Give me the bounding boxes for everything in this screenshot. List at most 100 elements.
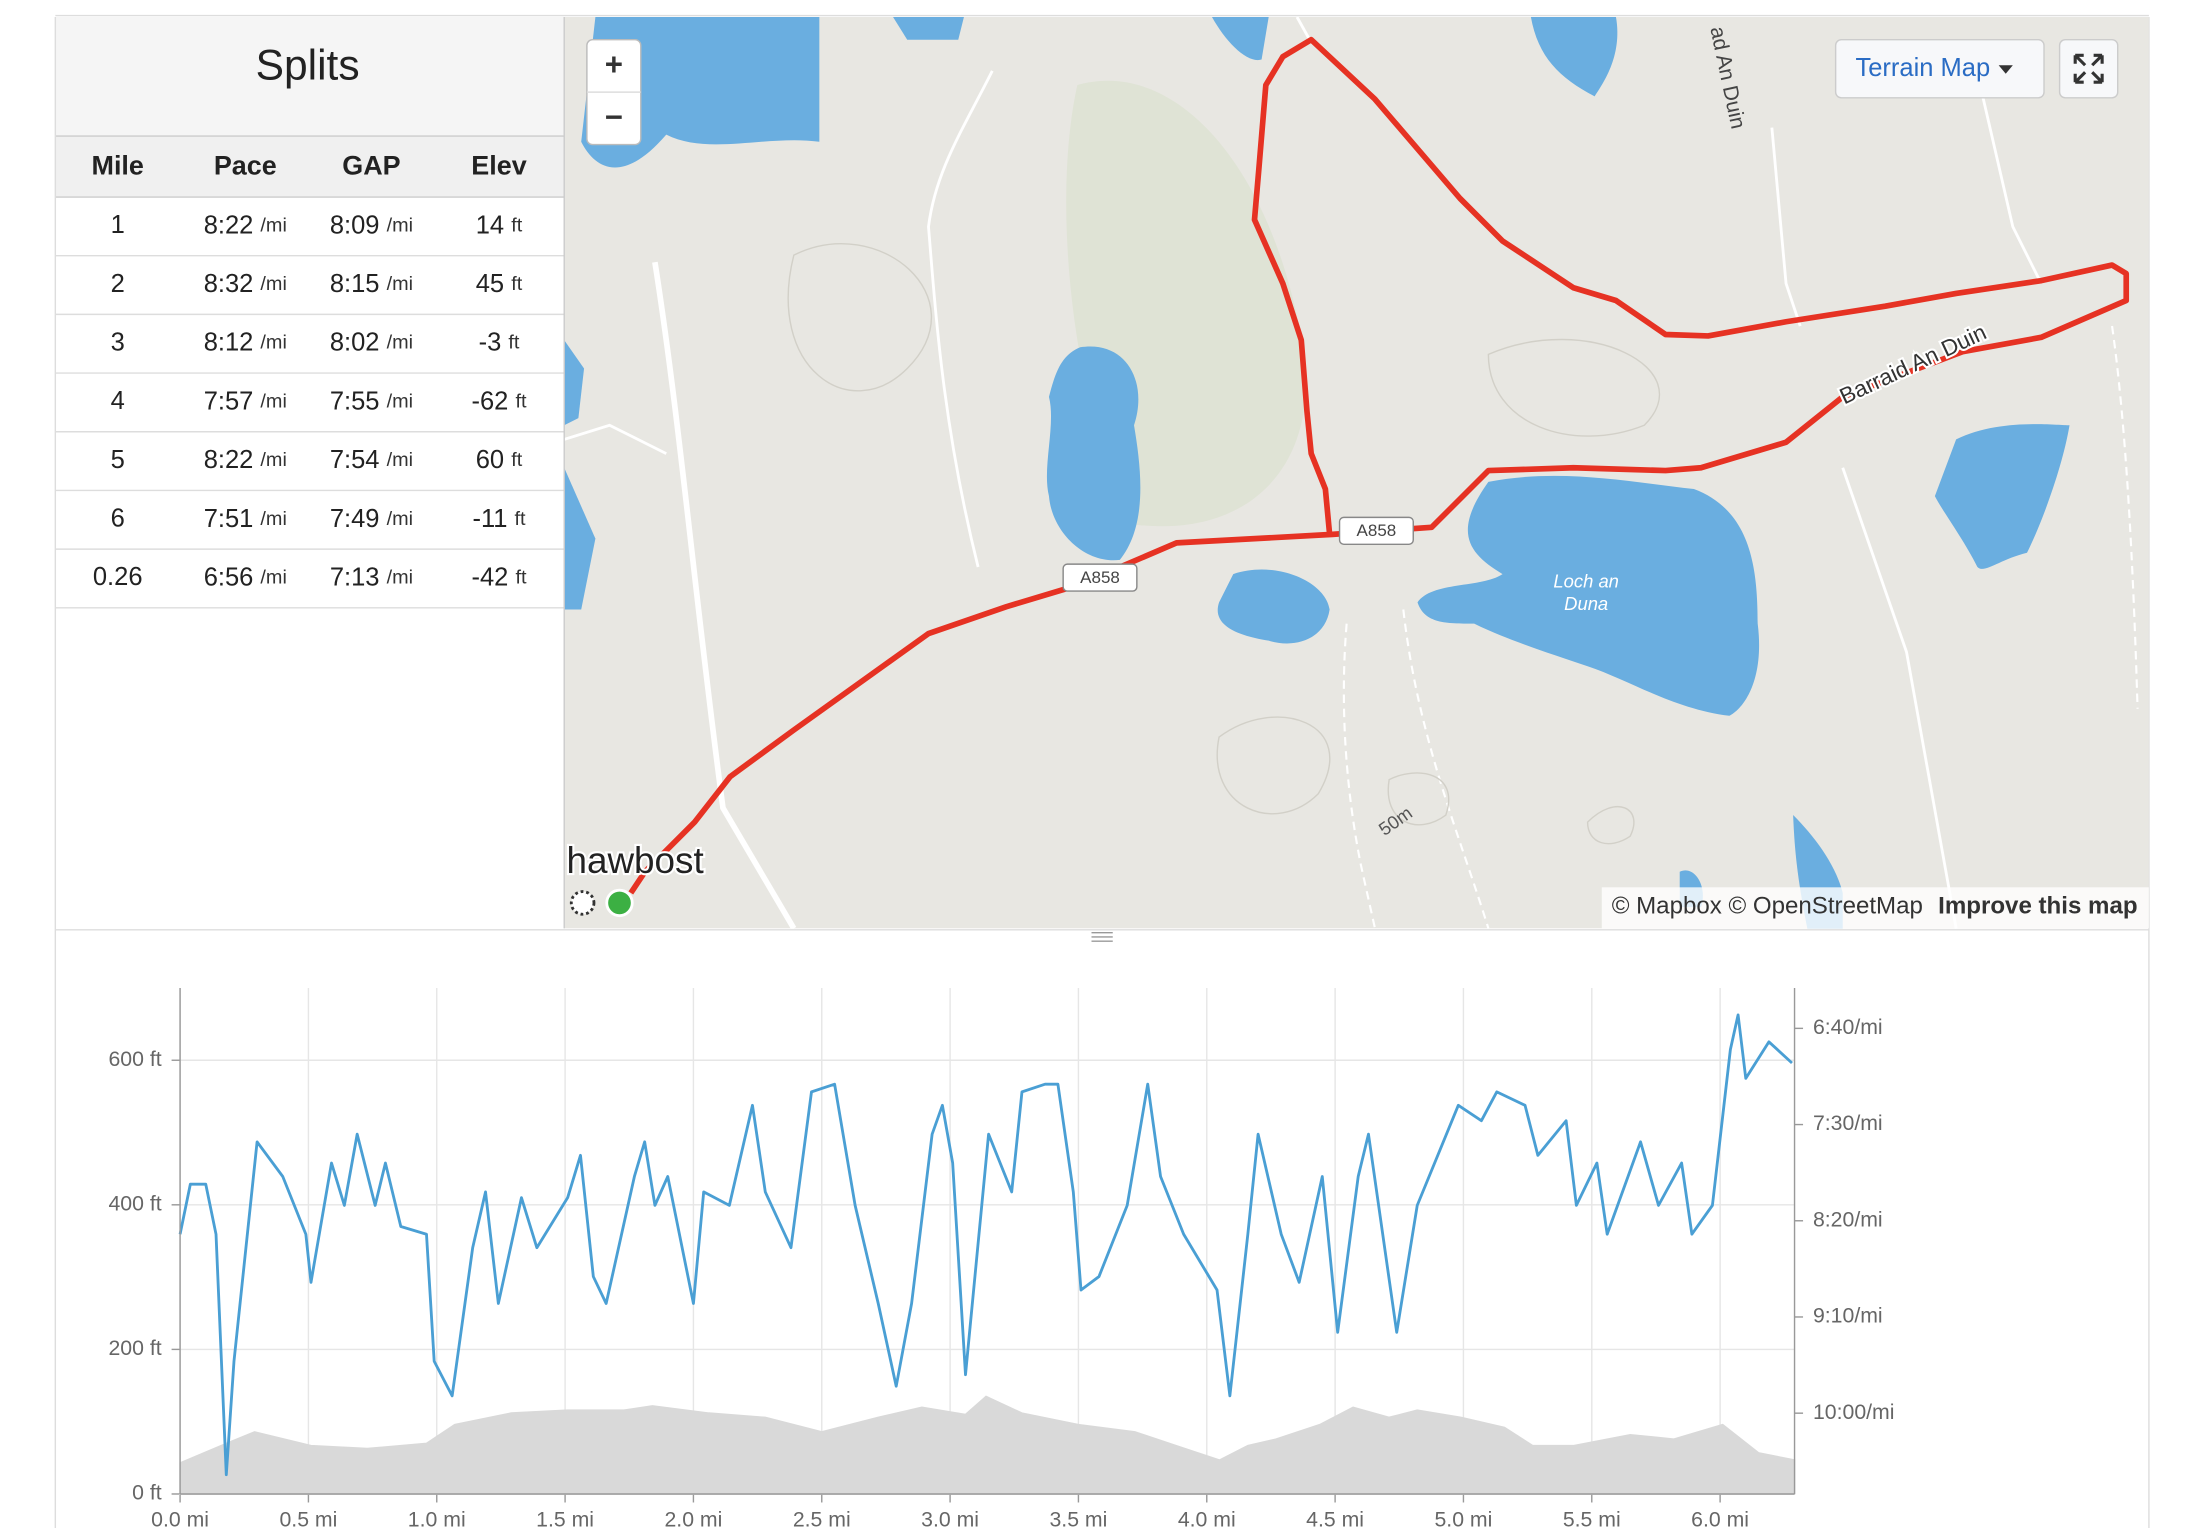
finish-marker — [569, 890, 596, 916]
x-tick-label: 5.5 mi — [1563, 1508, 1621, 1528]
elevation-pace-chart: 0.0 mi 0.5 mi 1.0 mi 1.5 mi 2.0 mi 2.5 mi 3.0 … — [108, 987, 1895, 1528]
fullscreen-button[interactable] — [2058, 38, 2119, 99]
cell-value: 8:15 — [330, 270, 380, 298]
cell-value: 7:51 — [204, 505, 254, 533]
cell-value: 14 — [476, 211, 504, 239]
zoom-in-button[interactable]: + − — [586, 38, 642, 146]
button-label[interactable]: Terrain Map — [1855, 54, 1990, 82]
column-header: Elev — [471, 150, 526, 180]
split-cell: 8:09/mi — [330, 211, 413, 239]
roads — [564, 17, 2043, 929]
route-shield — [1338, 516, 1414, 546]
split-cell: -42 ft — [472, 563, 527, 591]
cell-value: 7:57 — [204, 387, 254, 415]
splits-header-bg — [55, 17, 565, 137]
elevation-area — [179, 1395, 1796, 1495]
map-background — [564, 17, 2149, 929]
split-cell: 7:51/mi — [204, 505, 287, 533]
x-tick-label: 3.0 mi — [921, 1508, 979, 1528]
cell-unit: /mi — [387, 332, 413, 354]
map[interactable]: Barraid An Duin ad An Duin A858 A858 Loc… — [564, 17, 2149, 929]
column-header-bg — [55, 136, 565, 198]
cell-value: -11 — [472, 505, 507, 533]
cell-value: 7:49 — [330, 505, 380, 533]
cell-value: 7:13 — [330, 563, 380, 591]
mile-cell: 1 — [111, 211, 125, 239]
splits-title: Splits — [256, 42, 360, 89]
x-tick-label: 6.0 mi — [1691, 1508, 1749, 1528]
cell-unit: /mi — [387, 391, 413, 413]
y2-tick-label: 9:10/mi — [1813, 1304, 1883, 1328]
y2-tick-label: 8:20/mi — [1813, 1207, 1883, 1231]
lake-label: Loch an — [1553, 570, 1619, 591]
cell-unit: /mi — [387, 449, 413, 471]
cell-unit: ft — [515, 567, 527, 589]
split-cell: -3 ft — [479, 328, 520, 356]
attribution[interactable]: © Mapbox © OpenStreetMap — [1612, 893, 1923, 920]
split-cell: 8:22/mi — [204, 211, 287, 239]
cell-unit: /mi — [260, 508, 286, 530]
cell-unit: /mi — [387, 567, 413, 589]
split-cell: 8:32/mi — [204, 270, 287, 298]
split-cell: -11 ft — [472, 505, 526, 533]
cell-value: 8:32 — [204, 270, 254, 298]
cell-unit: /mi — [260, 567, 286, 589]
split-cell: 8:02/mi — [330, 328, 413, 356]
water — [564, 17, 2070, 929]
zoom-in[interactable]: + — [605, 47, 623, 82]
split-cell: 7:49/mi — [330, 505, 413, 533]
cell-value: 8:12 — [204, 328, 254, 356]
y2-tick-label: 6:40/mi — [1813, 1015, 1883, 1039]
place-label: hawbost — [566, 840, 703, 881]
cell-unit: ft — [511, 273, 523, 295]
cell-unit: /mi — [260, 273, 286, 295]
improve-link[interactable]: Improve this map — [1938, 893, 2137, 920]
split-cell: 7:13/mi — [330, 563, 413, 591]
cell-unit: /mi — [387, 273, 413, 295]
x-tick-label: 4.5 mi — [1306, 1508, 1364, 1528]
split-cell: 60 ft — [476, 446, 523, 474]
zoom-out[interactable]: − — [605, 99, 623, 134]
button-bg — [2058, 38, 2119, 99]
y2-tick-label: 10:00/mi — [1813, 1400, 1895, 1424]
mile-cell: 3 — [111, 328, 125, 356]
cell-unit: /mi — [387, 215, 413, 237]
x-tick-label: 1.0 mi — [408, 1508, 466, 1528]
cell-value: 8:09 — [330, 211, 380, 239]
split-cell: 7:55/mi — [330, 387, 413, 415]
lake-label: Duna — [1564, 593, 1608, 614]
split-cell: 8:15/mi — [330, 270, 413, 298]
split-cell: 6:56/mi — [204, 563, 287, 591]
y-tick-label: 200 ft — [108, 1336, 161, 1360]
cell-unit: /mi — [260, 391, 286, 413]
cell-value: 6:56 — [204, 563, 254, 591]
column-header: Mile — [92, 150, 144, 180]
y2-tick-label: 7:30/mi — [1813, 1111, 1883, 1135]
contours — [787, 243, 1661, 845]
cell-value: 7:54 — [330, 446, 380, 474]
column-header: GAP — [342, 150, 400, 180]
paths — [1342, 325, 2139, 929]
y-tick-label: 400 ft — [108, 1191, 161, 1215]
split-cell: -62 ft — [472, 387, 527, 415]
cell-unit: ft — [511, 449, 523, 471]
mile-cell: 4 — [111, 387, 125, 415]
x-tick-label: 4.0 mi — [1178, 1508, 1236, 1528]
cell-unit: /mi — [260, 215, 286, 237]
attribution-bg — [1601, 887, 2149, 929]
mile-cell: 0.26 — [93, 563, 143, 591]
split-cell: 14 ft — [476, 211, 523, 239]
cell-value: -3 — [479, 328, 502, 356]
cell-value: -42 — [472, 563, 509, 591]
x-tick-label: 0.0 mi — [151, 1508, 209, 1528]
map-style-button[interactable]: Terrain Map — [1834, 38, 2045, 99]
x-tick-label: 5.0 mi — [1435, 1508, 1493, 1528]
x-tick-label: 1.5 mi — [536, 1508, 594, 1528]
x-tick-label: 0.5 mi — [279, 1508, 337, 1528]
resize-handle[interactable] — [1091, 931, 1113, 942]
x-tick-label: 3.5 mi — [1049, 1508, 1107, 1528]
cell-value: 60 — [476, 446, 504, 474]
cell-value: 8:22 — [204, 446, 254, 474]
